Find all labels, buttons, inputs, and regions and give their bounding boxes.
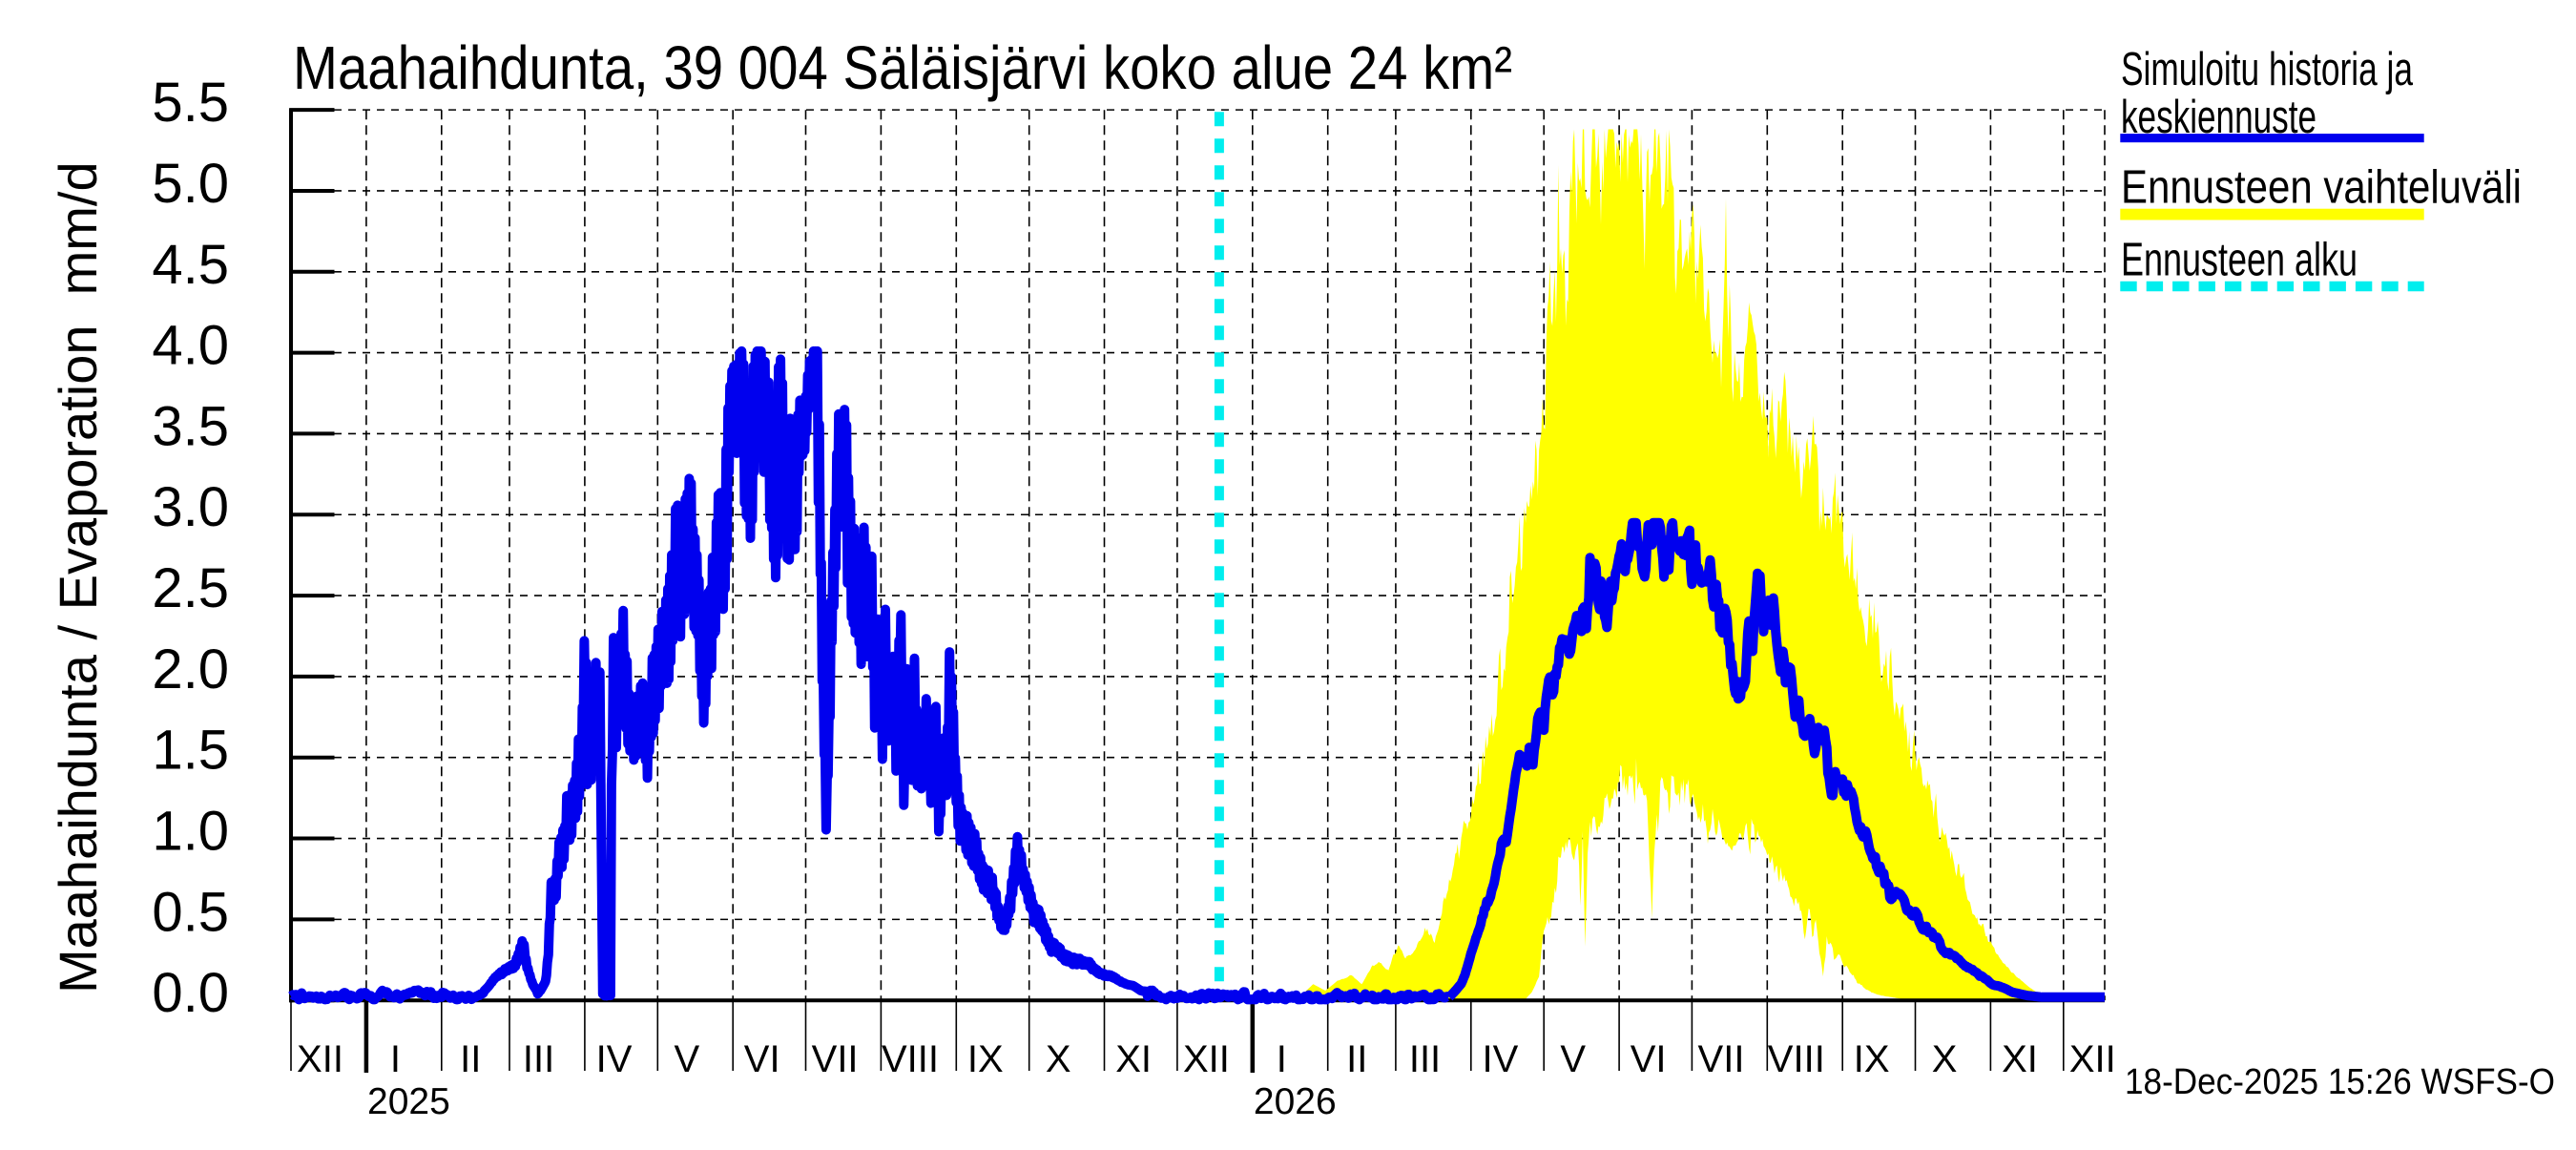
svg-text:0.0: 0.0 bbox=[152, 962, 229, 1024]
svg-text:V: V bbox=[674, 1038, 699, 1080]
svg-text:5.5: 5.5 bbox=[152, 72, 229, 134]
svg-text:II: II bbox=[460, 1038, 481, 1080]
svg-text:VIII: VIII bbox=[882, 1038, 939, 1080]
svg-text:3.5: 3.5 bbox=[152, 395, 229, 457]
svg-text:II: II bbox=[1346, 1038, 1367, 1080]
svg-text:VII: VII bbox=[812, 1038, 859, 1080]
svg-text:VIII: VIII bbox=[1768, 1038, 1825, 1080]
svg-text:I: I bbox=[1277, 1038, 1287, 1080]
svg-text:XII: XII bbox=[297, 1038, 343, 1080]
svg-text:XI: XI bbox=[2002, 1038, 2038, 1080]
svg-text:1.5: 1.5 bbox=[152, 720, 229, 782]
svg-text:2.5: 2.5 bbox=[152, 557, 229, 619]
svg-text:IV: IV bbox=[1483, 1038, 1519, 1080]
svg-text:3.0: 3.0 bbox=[152, 476, 229, 538]
svg-text:2026: 2026 bbox=[1254, 1081, 1337, 1122]
svg-text:0.5: 0.5 bbox=[152, 881, 229, 943]
svg-text:IV: IV bbox=[596, 1038, 633, 1080]
svg-text:Maahaihdunta, 39 004 Säläisjär: Maahaihdunta, 39 004 Säläisjärvi koko al… bbox=[293, 33, 1512, 102]
svg-text:4.0: 4.0 bbox=[152, 315, 229, 377]
svg-text:18-Dec-2025 15:26 WSFS-O: 18-Dec-2025 15:26 WSFS-O bbox=[2125, 1062, 2555, 1102]
svg-text:Ennusteen alku: Ennusteen alku bbox=[2121, 235, 2358, 286]
svg-text:X: X bbox=[1046, 1038, 1071, 1080]
svg-text:IX: IX bbox=[1854, 1038, 1890, 1080]
svg-text:I: I bbox=[390, 1038, 401, 1080]
svg-text:VI: VI bbox=[744, 1038, 780, 1080]
svg-text:III: III bbox=[1409, 1038, 1441, 1080]
svg-text:4.5: 4.5 bbox=[152, 234, 229, 296]
svg-text:V: V bbox=[1560, 1038, 1586, 1080]
svg-text:Ennusteen vaihteluväli: Ennusteen vaihteluväli bbox=[2121, 162, 2522, 214]
svg-text:III: III bbox=[523, 1038, 554, 1080]
svg-text:IX: IX bbox=[967, 1038, 1004, 1080]
svg-text:Simuloitu historia ja: Simuloitu historia ja bbox=[2121, 44, 2414, 95]
svg-text:XI: XI bbox=[1115, 1038, 1152, 1080]
svg-text:VI: VI bbox=[1631, 1038, 1667, 1080]
svg-text:VII: VII bbox=[1698, 1038, 1745, 1080]
svg-text:X: X bbox=[1932, 1038, 1958, 1080]
svg-text:XII: XII bbox=[2069, 1038, 2116, 1080]
svg-text:2025: 2025 bbox=[367, 1081, 450, 1122]
svg-text:2.0: 2.0 bbox=[152, 638, 229, 700]
svg-text:5.0: 5.0 bbox=[152, 153, 229, 215]
svg-text:XII: XII bbox=[1183, 1038, 1230, 1080]
svg-text:Maahaihdunta / Evaporation mm: Maahaihdunta / Evaporation mm/d bbox=[48, 161, 108, 993]
svg-text:1.0: 1.0 bbox=[152, 801, 229, 863]
